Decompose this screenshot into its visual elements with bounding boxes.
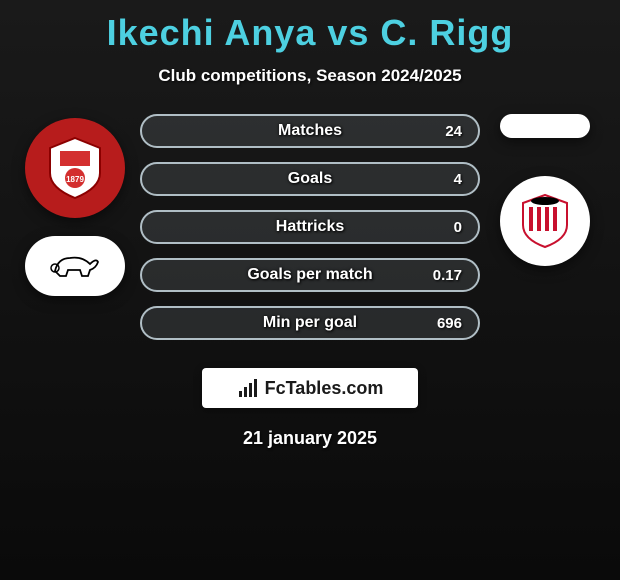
club-logo-derby (25, 236, 125, 296)
stat-bar-goals: Goals 4 (140, 162, 480, 196)
stat-value-right: 0 (454, 219, 462, 236)
stat-value-right: 4 (454, 171, 462, 188)
stat-value-right: 24 (445, 123, 462, 140)
branding-box[interactable]: FcTables.com (202, 368, 418, 408)
crest-icon (513, 189, 577, 253)
subtitle: Club competitions, Season 2024/2025 (0, 66, 620, 86)
stat-label: Goals per match (247, 266, 372, 284)
stat-label: Hattricks (276, 218, 344, 236)
date-text: 21 january 2025 (0, 428, 620, 449)
stat-bar-goals-per-match: Goals per match 0.17 (140, 258, 480, 292)
stat-label: Matches (278, 122, 342, 140)
club-logo-oval-small (500, 114, 590, 138)
branding-text: FcTables.com (265, 378, 384, 399)
stat-bar-matches: Matches 24 (140, 114, 480, 148)
left-clubs-column: 1879 (20, 114, 130, 296)
shield-icon: 1879 (40, 133, 110, 203)
right-clubs-column (490, 114, 600, 266)
club-logo-sunderland (500, 176, 590, 266)
stat-value-right: 696 (437, 315, 462, 332)
stats-column: Matches 24 Goals 4 Hattricks 0 Goals per… (140, 114, 480, 340)
ram-icon (40, 246, 110, 286)
stat-value-right: 0.17 (433, 267, 462, 284)
content-row: 1879 Matches 24 Goals 4 Hattricks 0 (0, 114, 620, 340)
stat-bar-min-per-goal: Min per goal 696 (140, 306, 480, 340)
stat-label: Min per goal (263, 314, 357, 332)
stat-bar-hattricks: Hattricks 0 (140, 210, 480, 244)
club-logo-swindon: 1879 (25, 118, 125, 218)
page-title: Ikechi Anya vs C. Rigg (0, 0, 620, 54)
chart-icon (237, 377, 259, 399)
stat-label: Goals (288, 170, 332, 188)
svg-text:1879: 1879 (66, 175, 84, 184)
